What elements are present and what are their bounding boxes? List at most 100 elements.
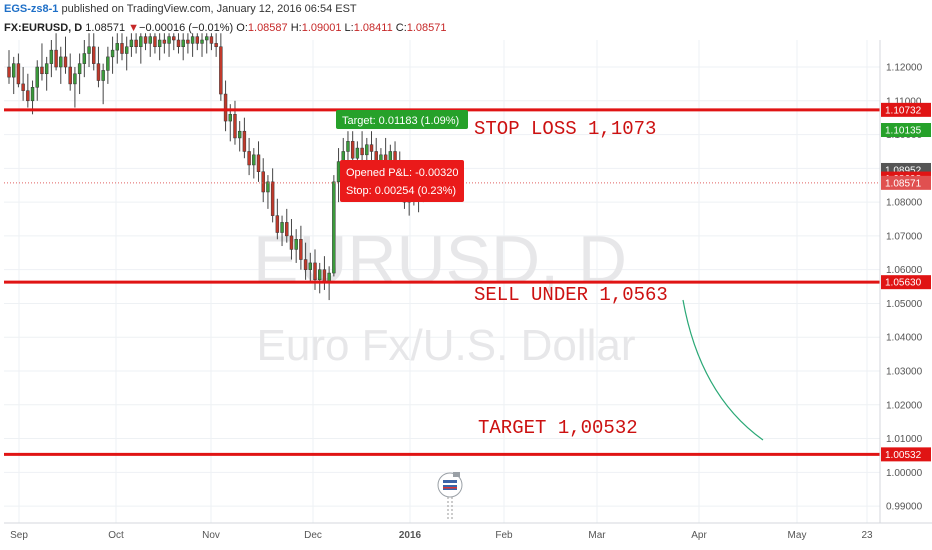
candle <box>200 33 204 57</box>
candle <box>101 63 105 105</box>
candle <box>16 53 21 88</box>
candle-body <box>143 36 148 44</box>
x-tick-label: 2016 <box>399 530 422 541</box>
candle <box>299 225 303 270</box>
candle-body <box>54 49 58 68</box>
candle <box>157 33 162 61</box>
target-badge <box>336 110 468 129</box>
price-label-text: 1.08571 <box>885 178 922 189</box>
candle-body <box>30 87 35 102</box>
candle <box>214 33 218 57</box>
candle <box>261 158 265 203</box>
candle-body <box>365 144 369 156</box>
candle-body <box>285 222 289 237</box>
price-label: 1.08571 <box>881 175 931 190</box>
symbol-label: FX:EURUSD, D <box>4 22 83 34</box>
candle <box>181 33 185 61</box>
candle <box>172 33 176 51</box>
candle-body <box>219 46 223 95</box>
position-box[interactable]: Target: 0.01183 (1.09%) Opened P&L: -0.0… <box>336 110 468 202</box>
event-marker[interactable] <box>437 472 463 520</box>
candle-body <box>11 63 16 78</box>
candle <box>63 36 68 74</box>
price-label: 1.00532 <box>881 447 931 462</box>
candle <box>92 33 96 71</box>
author-name[interactable]: EGS-zs8-1 <box>4 3 59 15</box>
candle-body <box>96 63 101 81</box>
candle-body <box>332 181 336 274</box>
candle <box>148 33 152 57</box>
candle <box>40 43 44 81</box>
price-label-bg <box>881 447 931 462</box>
candle-body <box>181 39 185 48</box>
candle-body <box>49 49 54 64</box>
candle <box>7 50 11 84</box>
price-label-bg <box>881 175 931 190</box>
y-tick-label: 0.99000 <box>886 502 923 513</box>
candle <box>87 33 91 68</box>
candle <box>332 175 336 277</box>
candle-body <box>77 63 82 75</box>
x-tick-label: Nov <box>202 530 220 541</box>
candle <box>49 40 54 78</box>
candle <box>153 33 157 54</box>
candle-body <box>82 53 87 64</box>
candle <box>44 56 49 91</box>
candle-body <box>139 36 143 48</box>
candle-body <box>35 66 39 88</box>
candle <box>247 137 251 176</box>
candle <box>308 252 313 284</box>
y-tick-label: 1.00000 <box>886 468 923 479</box>
y-tick-label: 1.04000 <box>886 333 923 344</box>
candle-body <box>195 36 200 44</box>
candle-body <box>252 154 256 166</box>
high-value: 1.09001 <box>301 22 342 34</box>
candle <box>252 148 256 179</box>
price-label-bg <box>881 123 931 138</box>
candle-body <box>228 114 232 122</box>
candle-body <box>299 239 303 260</box>
candle <box>73 67 77 108</box>
price-label-text: 1.08952 <box>885 165 922 176</box>
candle <box>68 53 72 91</box>
candle-body <box>242 130 247 152</box>
candle-body <box>214 43 218 48</box>
candle <box>280 215 284 247</box>
candle <box>143 33 148 51</box>
symbol-legend: FX:EURUSD, D 1.08571 ▼−0.00016 (−0.01%) … <box>4 22 447 34</box>
y-tick-label: 1.05000 <box>886 299 923 310</box>
candle-body <box>120 43 124 54</box>
x-tick-label: Dec <box>304 530 322 541</box>
candle-body <box>256 154 261 172</box>
candle-body <box>350 141 355 159</box>
candle-body <box>106 56 110 71</box>
candle-body <box>68 66 72 85</box>
candle <box>139 33 143 64</box>
candle <box>275 198 280 240</box>
candle <box>285 208 289 243</box>
candle-body <box>200 39 204 44</box>
y-tick-label: 1.11000 <box>886 96 922 107</box>
candle-body <box>176 39 181 48</box>
candle <box>186 33 190 54</box>
candle <box>11 56 16 95</box>
candle <box>59 46 63 84</box>
candle-body <box>308 262 313 270</box>
candle <box>209 33 214 51</box>
candle-body <box>275 215 280 233</box>
candle-body <box>153 36 157 48</box>
publish-info: published on TradingView.com, January 12… <box>58 3 357 15</box>
candle <box>167 33 171 57</box>
close-label: C: <box>395 22 407 34</box>
candle <box>77 53 82 95</box>
candle <box>223 80 228 132</box>
candle-body <box>26 90 30 102</box>
open-value: 1.08587 <box>247 22 288 34</box>
candle-body <box>7 66 11 78</box>
candle-body <box>247 151 251 166</box>
candle-body <box>172 36 176 41</box>
candle-body <box>21 83 25 91</box>
candle-body <box>270 181 275 216</box>
candle-body <box>190 36 195 44</box>
